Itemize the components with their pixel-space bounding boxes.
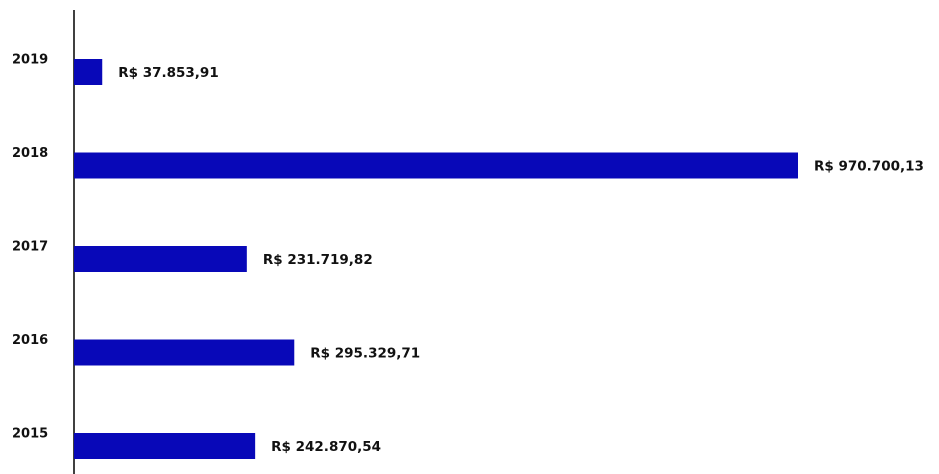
y-tick-label: 2018	[12, 146, 48, 161]
value-label: R$ 242.870,54	[271, 439, 381, 455]
value-label: R$ 295.329,71	[310, 346, 420, 362]
bar	[74, 152, 798, 179]
y-tick-label: 2017	[12, 240, 48, 255]
bar	[74, 59, 103, 85]
value-label: R$ 37.853,91	[118, 65, 218, 81]
y-tick-label: 2015	[12, 427, 48, 442]
value-label: R$ 231.719,82	[263, 252, 373, 268]
bar	[74, 339, 295, 366]
value-label: R$ 970.700,13	[814, 159, 924, 175]
bar	[74, 433, 256, 459]
y-tick-label: 2019	[12, 53, 48, 68]
bar	[74, 246, 247, 272]
y-tick-label: 2016	[12, 333, 48, 348]
